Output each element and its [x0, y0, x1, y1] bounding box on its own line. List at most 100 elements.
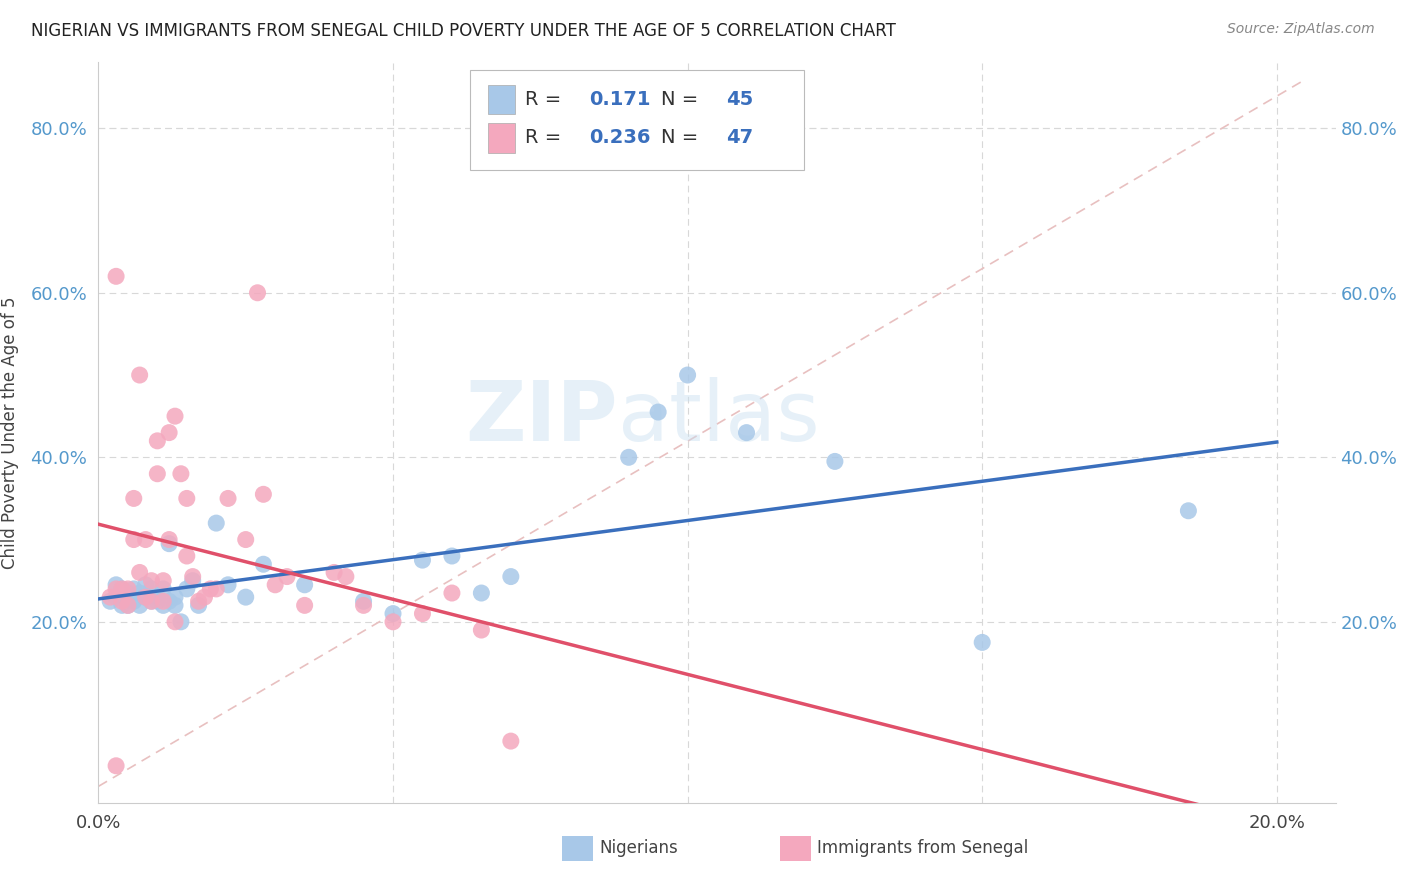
Point	[170, 467, 193, 481]
Point	[252, 487, 274, 501]
FancyBboxPatch shape	[470, 70, 804, 169]
Point	[235, 533, 257, 547]
Point	[141, 582, 163, 596]
Point	[440, 586, 463, 600]
Point	[122, 491, 145, 506]
Point	[205, 516, 228, 530]
Point	[382, 607, 405, 621]
Point	[122, 533, 145, 547]
Point	[146, 594, 169, 608]
Point	[824, 454, 846, 468]
Point	[181, 569, 204, 583]
Point	[323, 566, 346, 580]
Text: ZIP: ZIP	[465, 377, 619, 458]
Point	[647, 405, 669, 419]
Text: 47: 47	[725, 128, 752, 147]
Point	[264, 578, 287, 592]
Point	[294, 599, 316, 613]
Text: 45: 45	[725, 90, 754, 109]
Point	[105, 269, 128, 284]
Point	[470, 623, 492, 637]
Point	[111, 594, 134, 608]
Point	[117, 586, 139, 600]
Point	[411, 607, 433, 621]
Text: atlas: atlas	[619, 377, 820, 458]
FancyBboxPatch shape	[488, 85, 516, 114]
Point	[98, 590, 121, 604]
Point	[105, 578, 128, 592]
Point	[122, 582, 145, 596]
Point	[181, 574, 204, 588]
Point	[163, 409, 186, 424]
Point	[117, 599, 139, 613]
Text: 0.171: 0.171	[589, 90, 651, 109]
Point	[205, 582, 228, 596]
Point	[128, 566, 150, 580]
Point	[246, 285, 269, 300]
Point	[141, 594, 163, 608]
Point	[111, 599, 134, 613]
Point	[176, 582, 198, 596]
Point	[157, 536, 180, 550]
Point	[128, 586, 150, 600]
Text: Nigerians: Nigerians	[599, 839, 678, 857]
Text: N =: N =	[661, 128, 704, 147]
Point	[176, 491, 198, 506]
Point	[294, 578, 316, 592]
Point	[163, 615, 186, 629]
Point	[735, 425, 758, 440]
Point	[152, 599, 174, 613]
Point	[499, 569, 522, 583]
Point	[200, 582, 222, 596]
Text: Immigrants from Senegal: Immigrants from Senegal	[817, 839, 1028, 857]
Point	[217, 491, 239, 506]
Point	[117, 582, 139, 596]
Point	[135, 590, 157, 604]
Point	[141, 594, 163, 608]
Point	[105, 758, 128, 772]
Point	[382, 615, 405, 629]
Point	[972, 635, 994, 649]
Text: 0.236: 0.236	[589, 128, 651, 147]
Point	[1177, 504, 1199, 518]
Point	[157, 533, 180, 547]
Point	[176, 549, 198, 563]
Y-axis label: Child Poverty Under the Age of 5: Child Poverty Under the Age of 5	[1, 296, 20, 569]
Point	[152, 574, 174, 588]
Point	[411, 553, 433, 567]
Point	[146, 467, 169, 481]
Point	[335, 569, 357, 583]
Text: N =: N =	[661, 90, 704, 109]
Point	[187, 594, 209, 608]
Point	[135, 578, 157, 592]
Point	[117, 599, 139, 613]
Point	[128, 599, 150, 613]
Point	[353, 594, 375, 608]
Point	[157, 594, 180, 608]
Point	[146, 434, 169, 448]
Point	[135, 533, 157, 547]
Point	[217, 578, 239, 592]
Point	[187, 599, 209, 613]
Point	[122, 594, 145, 608]
Point	[105, 582, 128, 596]
Text: R =: R =	[526, 128, 568, 147]
Text: Source: ZipAtlas.com: Source: ZipAtlas.com	[1227, 22, 1375, 37]
Point	[193, 590, 215, 604]
Point	[135, 590, 157, 604]
Point	[170, 615, 193, 629]
Point	[157, 425, 180, 440]
Point	[252, 558, 274, 572]
Point	[440, 549, 463, 563]
Point	[105, 590, 128, 604]
Text: R =: R =	[526, 90, 568, 109]
Point	[163, 590, 186, 604]
Point	[111, 582, 134, 596]
Point	[499, 734, 522, 748]
Point	[152, 582, 174, 596]
Point	[111, 582, 134, 596]
Point	[141, 574, 163, 588]
Point	[128, 368, 150, 382]
FancyBboxPatch shape	[488, 123, 516, 153]
Point	[235, 590, 257, 604]
